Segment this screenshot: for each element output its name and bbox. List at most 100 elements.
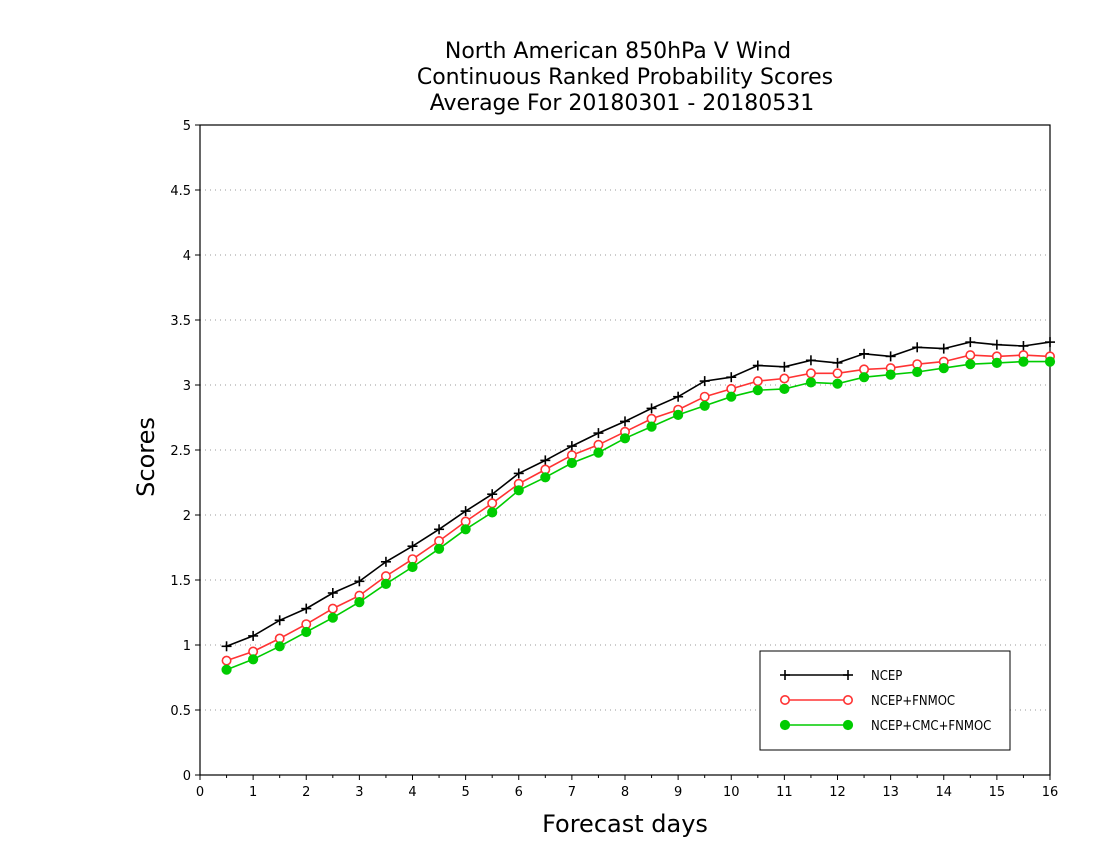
title-line-2: Continuous Ranked Probability Scores [417,65,833,90]
data-point [566,457,577,469]
data-point [726,372,737,383]
data-point [779,383,790,394]
grid-lines [200,189,1050,711]
legend-swatch-marker [842,719,854,731]
legend-swatch-marker [842,694,853,705]
data-point [1018,341,1029,351]
x-tick-label: 0 [196,785,204,800]
data-point [699,376,710,387]
data-point [433,543,445,554]
data-point [1045,337,1055,348]
data-point [752,385,763,396]
series-ncep-cmc-fnmoc [221,356,1056,675]
legend-label: NCEP [871,669,902,684]
x-tick-label: 4 [408,785,416,800]
data-point [673,391,684,402]
y-tick-label: 0.5 [170,704,191,719]
data-point [752,360,763,371]
data-point [274,615,285,626]
data-point [619,433,631,444]
legend: NCEP NCEP+FNMOC NCEP+CMC+FNMOC [759,650,1011,751]
data-point [487,507,498,518]
y-tick-label: 2 [183,509,191,524]
data-point [274,641,285,652]
x-tick-label: 14 [935,785,952,800]
data-point [407,541,418,552]
data-point [593,447,604,458]
legend-item: NCEP+CMC+FNMOC [779,719,991,734]
data-point [248,630,259,641]
data-point [1044,356,1056,367]
y-tick-label: 3 [183,379,191,394]
data-point [859,348,870,359]
data-point [513,485,524,496]
x-tick-label: 7 [568,785,576,800]
axes: 00.511.522.533.544.550 1 2 3 4 5 6 7 8 9 10 11 12 13 1… [170,119,1058,800]
data-point [912,366,923,378]
x-tick-label: 13 [882,785,899,800]
data-point [380,556,391,567]
series-line [226,360,1050,671]
legend-swatch-marker [843,670,853,680]
data-point [938,343,949,354]
y-tick-label: 1 [183,639,191,654]
data-point [646,403,657,414]
y-tick-label: 3.5 [170,314,191,329]
data-point [673,409,684,420]
data-point [513,468,524,479]
x-tick-label: 9 [674,785,682,800]
x-tick-label: 8 [621,785,629,800]
series-lines [221,337,1056,675]
title-line-1: North American 850hPa V Wind [445,39,791,64]
data-point [460,524,471,535]
x-tick-label: 15 [989,785,1006,800]
data-point [301,603,312,614]
data-point [620,416,630,427]
data-point [460,506,471,517]
data-point [301,626,312,638]
data-point [327,612,338,623]
data-point [965,337,976,348]
data-point [354,576,365,587]
legend-item: NCEP [780,669,902,684]
data-point [593,428,604,439]
chart-title: North American 850hPa V Wind Continuous … [417,39,833,116]
data-point [540,455,551,466]
legend-label: NCEP+CMC+FNMOC [871,719,991,734]
x-tick-label: 5 [461,785,469,800]
data-point [646,421,657,432]
legend-swatch-marker [779,719,791,731]
data-point [912,342,923,353]
x-tick-label: 2 [302,785,310,800]
y-tick-label: 2.5 [170,444,191,459]
legend-swatch-marker [779,694,790,705]
data-point [380,578,392,590]
data-point [938,363,949,374]
data-point [699,391,710,402]
title-line-3: Average For 20180301 - 20180531 [430,91,815,116]
x-axis-label: Forecast days [542,810,708,838]
data-point [407,561,418,573]
data-point [805,355,816,366]
data-point [991,339,1002,350]
x-tick-label: 11 [776,785,793,800]
data-point [487,498,498,509]
series-ncep [221,337,1055,652]
data-point [221,641,232,652]
data-point [327,603,338,614]
y-tick-label: 4 [183,249,191,264]
data-point [540,472,551,483]
series-line [226,354,1051,662]
data-point [248,654,259,665]
data-point [752,376,763,387]
data-point [221,664,232,675]
data-point [832,357,843,368]
data-point [354,597,365,608]
x-tick-label: 12 [829,785,846,800]
data-point [779,361,790,372]
data-point [566,441,577,452]
y-tick-label: 5 [183,119,191,134]
series-ncep-fnmoc [221,350,1056,666]
data-point [779,373,790,384]
series-line [226,341,1051,648]
